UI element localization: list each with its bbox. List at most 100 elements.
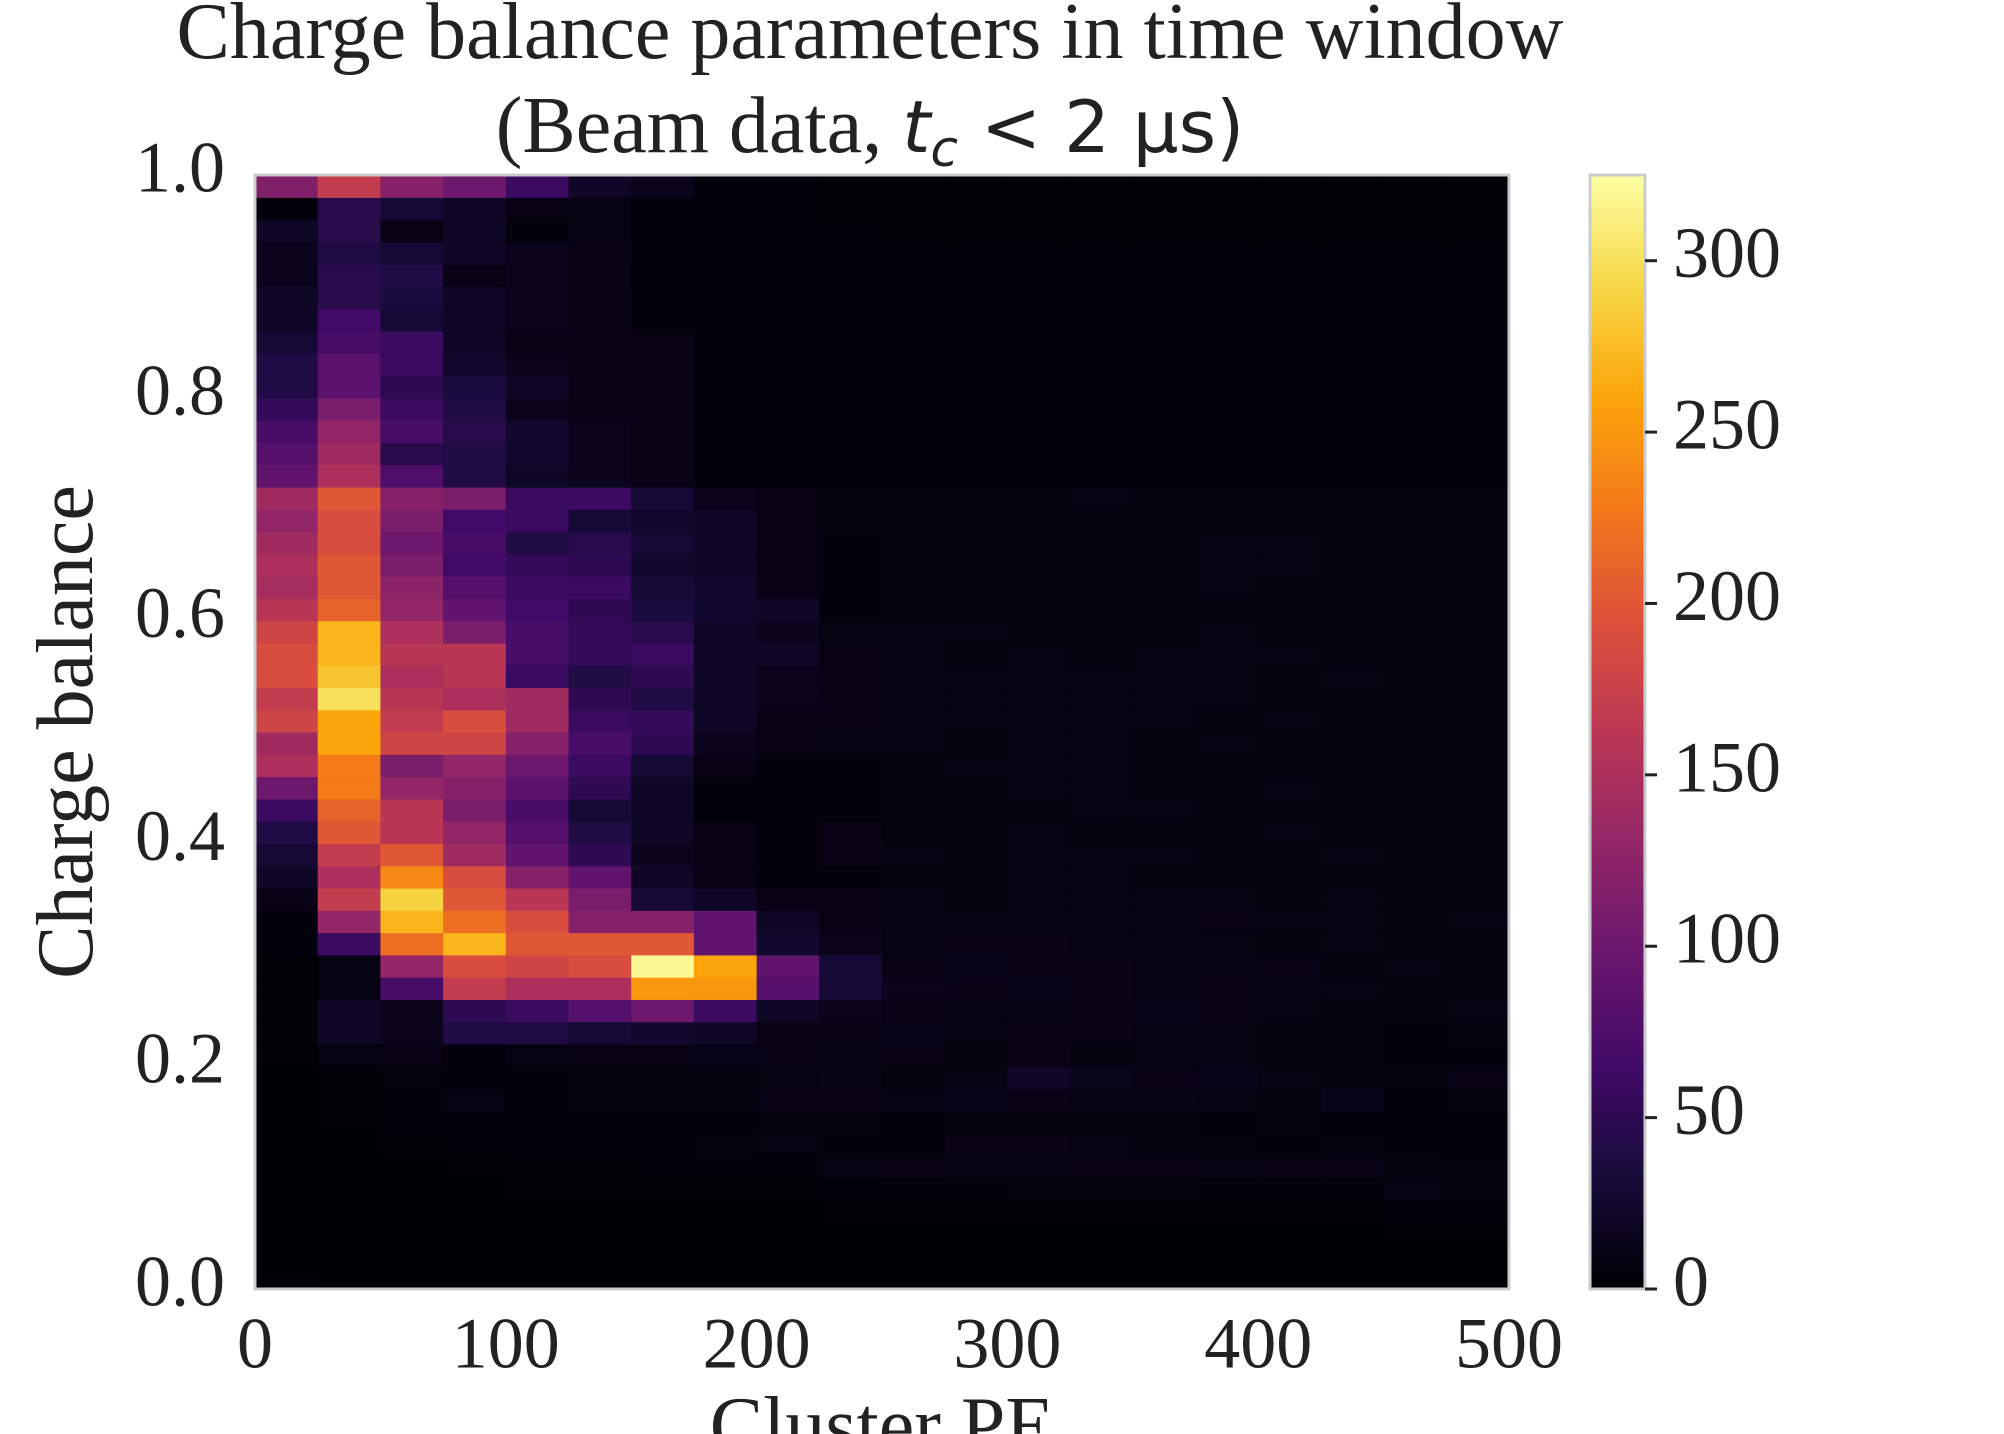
heatmap-cell: [1320, 665, 1385, 689]
heatmap-cell: [756, 709, 820, 733]
heatmap-cell: [568, 308, 632, 332]
heatmap-cell: [882, 798, 946, 822]
heatmap-cell: [255, 865, 319, 889]
heatmap-cell: [1446, 330, 1510, 354]
heatmap-cell: [317, 732, 381, 755]
heatmap-cell: [380, 175, 444, 198]
heatmap-cell: [505, 1066, 570, 1090]
heatmap-cell: [1070, 375, 1134, 399]
heatmap-cell: [255, 932, 319, 956]
heatmap-cell: [1446, 1110, 1510, 1134]
heatmap-cell: [443, 754, 507, 778]
heatmap-cell: [568, 1043, 632, 1067]
heatmap-cell: [882, 598, 946, 622]
heatmap-cell: [1446, 1155, 1510, 1179]
heatmap-cell: [693, 977, 758, 1000]
heatmap-cell: [1007, 197, 1071, 221]
heatmap-cell: [944, 353, 1008, 377]
heatmap-cell: [317, 665, 381, 689]
heatmap-cell: [568, 887, 632, 911]
heatmap-cell: [882, 509, 946, 533]
heatmap-cell: [693, 776, 758, 800]
heatmap-cell: [255, 353, 319, 377]
heatmap-cell: [1258, 620, 1322, 644]
heatmap-cell: [255, 642, 319, 666]
heatmap-cell: [756, 910, 820, 934]
heatmap-cell: [1446, 865, 1510, 889]
heatmap-cell: [756, 1177, 820, 1201]
heatmap-cell: [1070, 1021, 1134, 1045]
heatmap-cell: [255, 420, 319, 443]
heatmap-cell: [944, 420, 1008, 443]
heatmap-cell: [505, 1177, 570, 1201]
heatmap-cell: [255, 576, 319, 599]
heatmap-cell: [443, 576, 507, 599]
heatmap-cell: [505, 486, 570, 510]
heatmap-cell: [882, 687, 946, 711]
heatmap-cell: [1383, 843, 1447, 867]
heatmap-cell: [380, 687, 444, 711]
heatmap-cell: [505, 241, 570, 265]
heatmap-cell: [1132, 776, 1197, 800]
heatmap-cell: [631, 1043, 695, 1067]
heatmap-cell: [255, 1043, 319, 1067]
heatmap-cell: [443, 308, 507, 332]
heatmap-cell: [568, 1177, 632, 1201]
heatmap-cell: [255, 1110, 319, 1134]
heatmap-cell: [380, 486, 444, 510]
heatmap-cell: [443, 665, 507, 689]
heatmap-cell: [756, 1222, 820, 1246]
heatmap-cell: [1070, 732, 1134, 755]
heatmap-cell: [693, 531, 758, 555]
heatmap-cell: [1446, 219, 1510, 243]
heatmap-cell: [1132, 598, 1197, 622]
heatmap-cell: [505, 553, 570, 577]
heatmap-cell: [1320, 687, 1385, 711]
heatmap-cell: [631, 1199, 695, 1223]
heatmap-cell: [317, 531, 381, 555]
heatmap-cell: [505, 308, 570, 332]
heatmap-cell: [1007, 1222, 1071, 1246]
heatmap-cell: [1070, 1110, 1134, 1134]
heatmap-cell: [568, 1155, 632, 1179]
heatmap-cell: [380, 197, 444, 221]
heatmap-cell: [317, 932, 381, 956]
heatmap-cell: [568, 865, 632, 889]
heatmap-cell: [756, 509, 820, 533]
heatmap-cell: [1446, 910, 1510, 934]
heatmap-cell: [944, 932, 1008, 956]
heatmap-cell: [1258, 330, 1322, 354]
heatmap-cell: [882, 353, 946, 377]
heatmap-cell: [631, 1088, 695, 1112]
heatmap-cell: [1132, 197, 1197, 221]
heatmap-cell: [1320, 642, 1385, 666]
heatmap-cell: [631, 665, 695, 689]
heatmap-cell: [380, 1088, 444, 1112]
heatmap-cell: [1195, 375, 1259, 399]
heatmap-cell: [944, 1043, 1008, 1067]
heatmap-cell: [882, 665, 946, 689]
heatmap-cell: [882, 1266, 946, 1290]
heatmap-cell: [1070, 977, 1134, 1000]
heatmap-cell: [693, 754, 758, 778]
heatmap-cell: [631, 464, 695, 488]
heatmap-cell: [1320, 464, 1385, 488]
heatmap-cell: [882, 932, 946, 956]
plot-frame: [253, 173, 1511, 1291]
heatmap-cell: [1070, 486, 1134, 510]
heatmap-cell: [317, 219, 381, 243]
heatmap-cell: [505, 798, 570, 822]
heatmap-cell: [882, 1155, 946, 1179]
heatmap-cell: [1132, 910, 1197, 934]
heatmap-cell: [255, 1266, 319, 1290]
heatmap-cell: [1258, 442, 1322, 466]
heatmap-cell: [693, 464, 758, 488]
heatmap-cell: [380, 509, 444, 533]
heatmap-cell: [631, 509, 695, 533]
heatmap-cell: [1320, 910, 1385, 934]
heatmap-cell: [1446, 954, 1510, 978]
heatmap-cell: [1070, 353, 1134, 377]
heatmap-cell: [1007, 219, 1071, 243]
heatmap-cell: [380, 865, 444, 889]
heatmap-cell: [1320, 1066, 1385, 1090]
